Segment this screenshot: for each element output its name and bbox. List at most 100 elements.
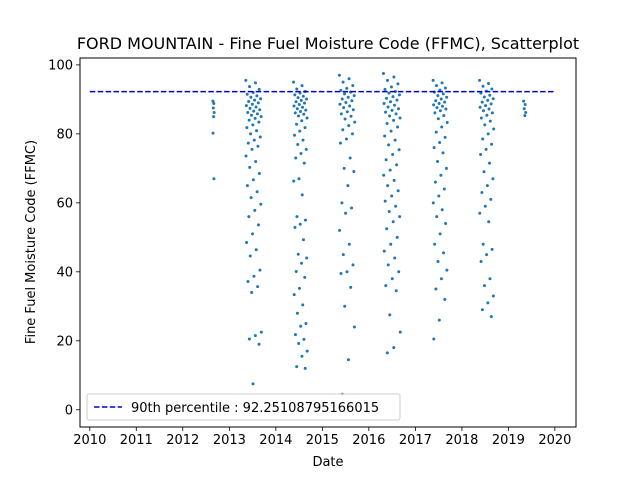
data-point [245, 241, 249, 244]
data-point [482, 170, 486, 174]
data-point [438, 140, 442, 144]
data-point [384, 284, 388, 288]
data-point [397, 270, 401, 274]
data-point [387, 209, 391, 213]
data-point [295, 87, 299, 91]
data-point [302, 337, 306, 341]
data-point [440, 125, 444, 129]
data-point [244, 104, 248, 108]
data-point [347, 77, 351, 81]
data-point [256, 285, 260, 289]
data-point [345, 110, 349, 114]
data-point [434, 99, 438, 103]
data-point [382, 102, 386, 106]
y-tick-label: 40 [56, 265, 73, 280]
data-point [349, 114, 353, 118]
data-point [442, 114, 446, 118]
data-point [251, 123, 255, 127]
data-point [250, 147, 254, 151]
data-point [212, 115, 216, 119]
data-point [479, 153, 483, 157]
data-point [295, 122, 299, 126]
data-point [391, 95, 395, 99]
data-point [346, 358, 350, 362]
data-point [486, 301, 490, 305]
data-point [383, 87, 387, 91]
data-point [300, 354, 304, 358]
data-point [388, 168, 392, 172]
data-point [298, 129, 302, 133]
data-point [482, 95, 486, 99]
x-tick-label: 2019 [492, 433, 525, 448]
data-point [259, 97, 263, 101]
chart-title: FORD MOUNTAIN - Fine Fuel Moisture Code … [77, 34, 579, 53]
data-point [252, 138, 256, 142]
data-point [398, 330, 402, 334]
data-point [483, 204, 487, 208]
data-point [251, 232, 255, 236]
data-point [296, 143, 300, 147]
data-point [257, 87, 261, 91]
data-point [245, 126, 249, 130]
data-point [434, 287, 438, 291]
data-point [435, 215, 439, 219]
data-point [385, 78, 389, 82]
data-point [258, 268, 262, 272]
data-point [492, 127, 496, 131]
data-point [351, 108, 355, 112]
data-point [385, 122, 389, 126]
data-point [253, 208, 257, 212]
data-point [245, 184, 249, 188]
data-point [254, 105, 258, 109]
data-point [211, 99, 215, 103]
data-point [491, 97, 495, 101]
data-point [305, 97, 309, 101]
data-point [393, 103, 397, 107]
data-point [247, 99, 251, 103]
data-point [348, 156, 352, 160]
data-point [246, 279, 250, 283]
data-point [485, 184, 489, 188]
data-point [294, 100, 298, 104]
data-point [389, 242, 393, 246]
data-point [303, 366, 307, 370]
data-point [249, 132, 253, 136]
y-tick-label: 0 [65, 403, 73, 418]
data-point [394, 289, 398, 293]
data-point [342, 166, 346, 170]
data-point [351, 263, 355, 267]
data-point [481, 137, 485, 141]
data-point [344, 137, 348, 141]
x-tick-label: 2020 [538, 433, 571, 448]
data-point [481, 242, 485, 246]
data-point [486, 98, 490, 102]
data-point [295, 311, 299, 315]
data-point [305, 349, 309, 353]
data-point [249, 196, 253, 200]
data-point [381, 72, 385, 76]
data-point [257, 120, 261, 124]
data-point [398, 215, 402, 219]
data-point [296, 96, 300, 100]
data-point [347, 124, 351, 128]
data-point [299, 109, 303, 113]
data-point [256, 101, 260, 105]
data-point [245, 92, 249, 96]
data-point [341, 128, 345, 132]
data-point [396, 189, 400, 193]
data-point [393, 256, 397, 260]
data-point [259, 330, 263, 334]
x-tick-label: 2015 [306, 433, 339, 448]
data-point [439, 173, 443, 177]
data-point [248, 254, 252, 258]
data-point [484, 147, 488, 151]
data-point [339, 112, 343, 116]
data-point [486, 82, 490, 86]
data-point [212, 177, 216, 181]
data-point [300, 193, 304, 197]
data-point [431, 201, 435, 205]
data-point [437, 318, 441, 322]
data-point [304, 322, 308, 326]
data-point [250, 291, 254, 294]
